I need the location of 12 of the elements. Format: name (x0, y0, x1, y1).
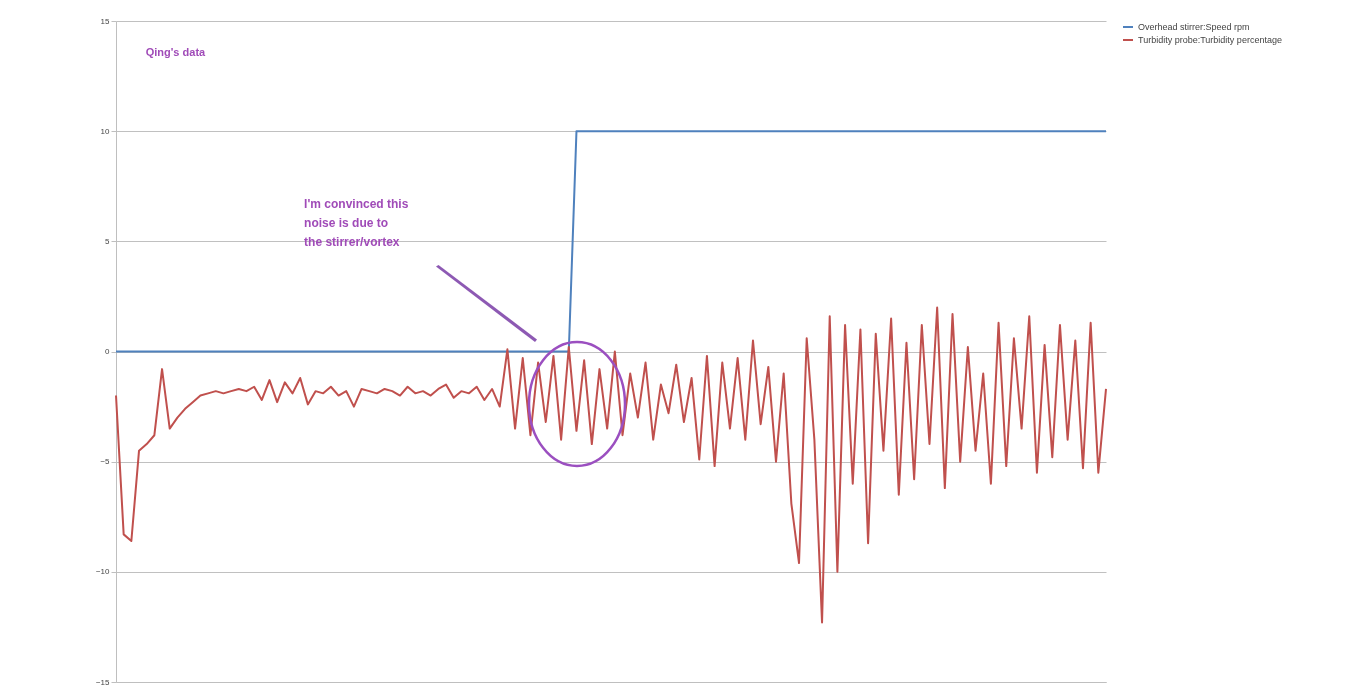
line-series (115, 306, 1107, 624)
y-tick-label: −15 (95, 677, 111, 687)
y-tick-label: 0 (105, 347, 111, 356)
y-tick-label: −10 (95, 567, 111, 577)
y-tick-label: 5 (105, 236, 111, 246)
y-tick-label: 15 (100, 16, 111, 26)
annotation: I'm convinced this noise is due to the stirrer/vortex (304, 197, 409, 250)
legend-label: Turbidity probe:Turbidity percentage (1138, 35, 1282, 45)
y-tick-label: 10 (100, 126, 111, 136)
y-tick-label: −5 (100, 457, 111, 467)
annotation: Qing's data (145, 46, 207, 59)
legend-label: Overhead stirrer:Speed rpm (1138, 22, 1250, 32)
